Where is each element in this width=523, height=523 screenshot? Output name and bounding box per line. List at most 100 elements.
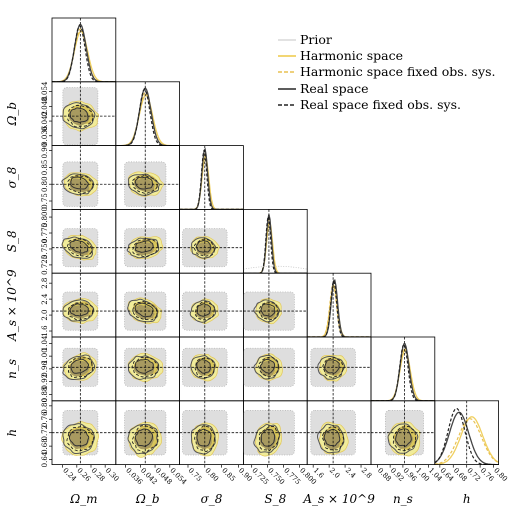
- panel-n_s-vs-A_s: [306, 336, 372, 402]
- y-tick-label: 0.64: [41, 451, 49, 467]
- contour-real-95: [62, 423, 95, 455]
- contour-real-95: [191, 237, 217, 259]
- legend-label-prior: Prior: [300, 32, 332, 47]
- contour-real-fixed: [131, 425, 159, 453]
- contour-real-68: [134, 176, 154, 190]
- x-tick-label: 0.80: [203, 466, 220, 483]
- x-axis-label-A_s: A_s × 10^9: [302, 492, 375, 506]
- contour-harmonic-fixed-68: [394, 430, 414, 449]
- contour-real-fixed: [258, 301, 279, 321]
- contour-real-95: [190, 424, 216, 455]
- contour-real-68: [195, 240, 212, 253]
- contour-real-68: [259, 358, 276, 374]
- panel-A_s-vs-omega_m: 1.6 2.0 2.4 2.8: [41, 272, 117, 338]
- panel-frame: [434, 400, 499, 465]
- contour-real-95: [316, 423, 345, 454]
- density-real: [371, 343, 435, 401]
- contour-real-fixed: [66, 426, 95, 452]
- y-tick-label: 2.0: [41, 309, 49, 320]
- contour-real-95: [61, 173, 95, 196]
- panel-omega_b-vs-omega_b: [115, 81, 181, 147]
- panel-S_8-vs-sigma_8: [179, 208, 244, 274]
- x-tick-label: 0.28: [90, 466, 107, 483]
- x-tick-label: 0.75: [187, 466, 204, 483]
- density-harmonic-fixed: [434, 418, 499, 465]
- x-tick-label: 0.750: [266, 466, 286, 486]
- y-tick-label: 0.725: [41, 255, 49, 275]
- panel-A_s-vs-S_8: [242, 272, 308, 338]
- y-axis-label-S_8: S_8: [5, 230, 19, 252]
- y-axis-label-sigma_8: σ_8: [5, 166, 19, 188]
- y-tick-label: 0.96: [41, 361, 49, 377]
- contour-harmonic-fixed-68: [68, 304, 90, 319]
- panel-h-vs-A_s: 1.6 2.0 2.4 2.8: [306, 400, 373, 480]
- panel-S_8-vs-S_8: [242, 208, 308, 274]
- y-tick-label: 2.4: [41, 293, 49, 305]
- legend-label-real: Real space: [300, 81, 369, 96]
- density-harmonic-fixed: [115, 92, 180, 146]
- contour-real-68: [196, 359, 211, 374]
- contour-real-95: [253, 299, 281, 323]
- x-tick-label: 2.4: [344, 466, 358, 480]
- panel-n_s-vs-S_8: [242, 336, 308, 402]
- contour-real-68: [69, 239, 89, 254]
- y-tick-label: 0.68: [41, 438, 49, 454]
- panel-sigma_8-vs-omega_b: [115, 145, 181, 210]
- y-tick-label: 1.04: [41, 335, 49, 351]
- contour-harmonic-fixed-68: [260, 360, 276, 377]
- panel-frame: [51, 17, 117, 83]
- y-tick-label: 0.800: [41, 207, 49, 227]
- contour-real-fixed: [194, 425, 216, 453]
- panel-n_s-vs-omega_m: 0.880.920.961.001.04: [41, 335, 117, 402]
- density-harmonic: [115, 94, 180, 146]
- y-axis-label-A_s: A_s × 10^9: [5, 269, 19, 342]
- y-tick-label: 0.042: [41, 111, 49, 131]
- y-tick-label: 0.76: [41, 411, 49, 427]
- contour-real-fixed: [194, 301, 215, 321]
- x-tick-label: 0.90: [237, 466, 254, 483]
- contour-real-68: [196, 428, 212, 447]
- panel-A_s-vs-sigma_8: [179, 272, 244, 338]
- y-tick-label: 0.036: [41, 125, 49, 146]
- panel-S_8-vs-omega_b: [115, 208, 181, 274]
- contour-real-95: [126, 237, 160, 259]
- y-tick-label: 0.054: [41, 81, 49, 102]
- contour-real-fixed: [67, 302, 94, 321]
- x-tick-label: 0.88: [376, 466, 393, 483]
- density-harmonic: [179, 154, 244, 210]
- panel-A_s-vs-omega_b: [115, 272, 181, 338]
- x-tick-label: 0.30: [104, 466, 121, 483]
- panel-sigma_8-vs-omega_m: 0.750.800.850.90: [41, 143, 117, 210]
- y-tick-label: 1.6: [41, 325, 49, 337]
- x-tick-label: 2.0: [328, 466, 342, 480]
- contour-real-68: [196, 303, 212, 317]
- contour-real-68: [70, 176, 89, 190]
- contour-real-fixed: [132, 301, 158, 321]
- panel-n_s-vs-n_s: [370, 336, 436, 402]
- panel-h-vs-h: 0.640.680.720.760.80: [434, 400, 509, 483]
- contour-real-68: [134, 302, 154, 318]
- x-tick-label: 0.26: [75, 466, 92, 483]
- contour-real-95: [62, 354, 96, 381]
- contour-real-fixed: [131, 356, 159, 378]
- contour-real-fixed: [258, 425, 280, 452]
- panel-n_s-vs-omega_b: [115, 336, 181, 402]
- y-tick-label: 0.048: [41, 96, 49, 116]
- y-tick-label: 1.00: [41, 348, 49, 364]
- y-tick-label: 0.72: [41, 425, 49, 441]
- panel-omega_m-vs-omega_m: [51, 17, 117, 83]
- contour-real-fixed: [132, 239, 159, 258]
- contour-real-95: [190, 355, 216, 379]
- contour-real-fixed: [193, 239, 215, 257]
- contour-real-95: [317, 355, 346, 380]
- contour-real-68: [260, 303, 276, 317]
- x-axis-label-sigma_8: σ_8: [201, 492, 223, 506]
- contour-real-fixed: [392, 425, 417, 452]
- contour-real-fixed: [131, 175, 158, 194]
- y-axis-label-omega_b: Ω_b: [5, 102, 19, 127]
- contour-real-68: [134, 359, 154, 374]
- density-harmonic-fixed: [371, 347, 435, 401]
- x-tick-label: 0.80: [492, 466, 509, 483]
